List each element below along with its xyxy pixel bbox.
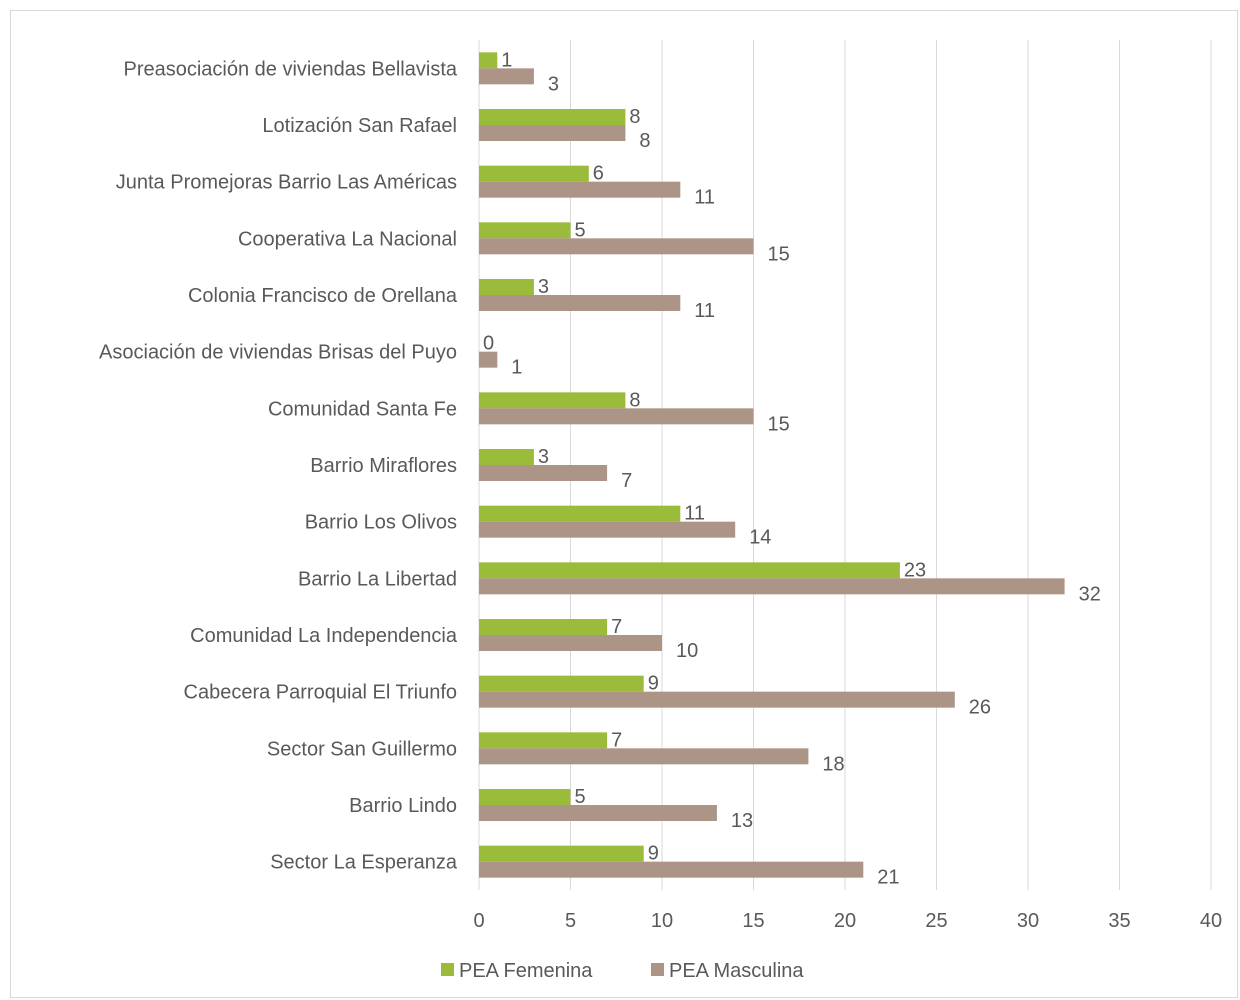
bar-pea-masculina <box>479 181 681 198</box>
x-tick-label: 40 <box>1200 910 1222 932</box>
bar-pea-femenina <box>479 845 644 862</box>
x-tick-label: 0 <box>473 910 484 932</box>
legend-label-pea-femenina: PEA Femenina <box>459 960 593 982</box>
data-label-pea-femenina: 8 <box>629 389 640 411</box>
bar-pea-femenina <box>479 392 626 409</box>
bar-pea-femenina <box>479 165 589 182</box>
category-label: Cooperativa La Nacional <box>238 228 457 250</box>
chart-frame <box>10 10 1238 998</box>
category-label: Sector San Guillermo <box>267 738 457 760</box>
bar-pea-femenina <box>479 52 498 69</box>
data-label-pea-masculina: 26 <box>969 697 991 719</box>
x-tick-label: 10 <box>651 910 673 932</box>
bar-pea-masculina <box>479 125 626 141</box>
category-label: Colonia Francisco de Orellana <box>188 285 458 307</box>
category-label: Comunidad Santa Fe <box>268 398 457 420</box>
data-label-pea-femenina: 23 <box>904 559 926 581</box>
bar-pea-femenina <box>479 619 608 635</box>
data-label-pea-masculina: 32 <box>1079 583 1101 605</box>
data-label-pea-femenina: 5 <box>575 219 586 241</box>
data-label-pea-femenina: 7 <box>611 729 622 751</box>
legend: PEA Femenina PEA Masculina <box>441 960 804 982</box>
data-label-pea-femenina: 9 <box>648 843 659 865</box>
data-label-pea-femenina: 3 <box>538 276 549 298</box>
data-label-pea-masculina: 21 <box>877 867 899 889</box>
bar-pea-masculina <box>479 578 1065 595</box>
bar-pea-masculina <box>479 635 662 651</box>
category-label: Junta Promejoras Barrio Las Américas <box>116 172 457 194</box>
data-label-pea-femenina: 5 <box>575 786 586 808</box>
data-label-pea-masculina: 14 <box>749 527 771 549</box>
data-label-pea-masculina: 10 <box>676 640 698 662</box>
bar-pea-masculina <box>479 351 498 368</box>
data-label-pea-masculina: 15 <box>768 413 790 435</box>
category-label: Comunidad La Independencia <box>190 625 458 647</box>
bar-pea-masculina <box>479 408 754 425</box>
x-tick-label: 30 <box>1017 910 1039 932</box>
data-label-pea-masculina: 11 <box>694 187 715 209</box>
bar-pea-masculina <box>479 68 534 85</box>
data-label-pea-masculina: 3 <box>548 73 559 95</box>
data-label-pea-femenina: 1 <box>501 49 512 71</box>
category-label: Lotización San Rafael <box>262 115 457 137</box>
bar-pea-masculina <box>479 748 809 765</box>
category-label: Preasociación de viviendas Bellavista <box>123 58 457 80</box>
data-label-pea-femenina: 8 <box>629 106 640 128</box>
bars <box>479 52 1065 878</box>
bar-pea-masculina <box>479 295 681 311</box>
bar-pea-femenina <box>479 732 608 749</box>
data-label-pea-masculina: 11 <box>694 300 715 322</box>
x-tick-label: 5 <box>565 910 576 932</box>
bar-pea-femenina <box>479 789 571 805</box>
category-label: Barrio Los Olivos <box>305 512 457 534</box>
bar-pea-masculina <box>479 805 717 821</box>
category-label: Barrio Miraflores <box>310 455 457 477</box>
data-label-pea-masculina: 7 <box>621 470 632 492</box>
bar-pea-femenina <box>479 675 644 692</box>
data-label-pea-masculina: 18 <box>822 753 844 775</box>
data-label-pea-femenina: 3 <box>538 446 549 468</box>
x-tick-label: 20 <box>834 910 856 932</box>
category-label: Asociación de viviendas Brisas del Puyo <box>99 342 457 364</box>
bar-pea-femenina <box>479 279 534 295</box>
x-tick-label: 35 <box>1108 910 1130 932</box>
bar-pea-femenina <box>479 109 626 125</box>
bar-pea-masculina <box>479 861 864 878</box>
category-labels: Preasociación de viviendas Bellavista Lot… <box>99 58 458 873</box>
data-labels: 1388611515311018153711142332710926718513… <box>483 49 1101 888</box>
data-label-pea-masculina: 1 <box>511 357 522 379</box>
data-label-pea-femenina: 0 <box>483 333 494 355</box>
bar-pea-femenina <box>479 222 571 239</box>
category-label: Sector La Esperanza <box>270 852 458 874</box>
data-label-pea-femenina: 11 <box>684 503 705 525</box>
x-axis-ticks: 0 5 10 15 20 25 30 35 40 <box>473 910 1222 932</box>
x-tick-label: 25 <box>925 910 947 932</box>
data-label-pea-masculina: 8 <box>639 130 650 152</box>
bar-pea-femenina <box>479 505 681 522</box>
category-label: Cabecera Parroquial El Triunfo <box>184 682 457 704</box>
legend-swatch-pea-masculina <box>651 963 664 976</box>
bar-pea-masculina <box>479 691 955 708</box>
legend-swatch-pea-femenina <box>441 963 454 976</box>
legend-label-pea-masculina: PEA Masculina <box>669 960 804 982</box>
data-label-pea-masculina: 13 <box>731 810 753 832</box>
data-label-pea-femenina: 6 <box>593 163 604 185</box>
data-label-pea-masculina: 15 <box>768 243 790 265</box>
bar-pea-masculina <box>479 238 754 255</box>
bar-pea-masculina <box>479 465 608 481</box>
bar-pea-femenina <box>479 449 534 465</box>
x-tick-label: 15 <box>742 910 764 932</box>
bar-pea-femenina <box>479 562 900 579</box>
category-label: Barrio Lindo <box>349 795 457 817</box>
data-label-pea-femenina: 7 <box>611 616 622 638</box>
category-label: Barrio La Libertad <box>298 568 457 590</box>
data-label-pea-femenina: 9 <box>648 673 659 695</box>
bar-pea-masculina <box>479 521 736 538</box>
